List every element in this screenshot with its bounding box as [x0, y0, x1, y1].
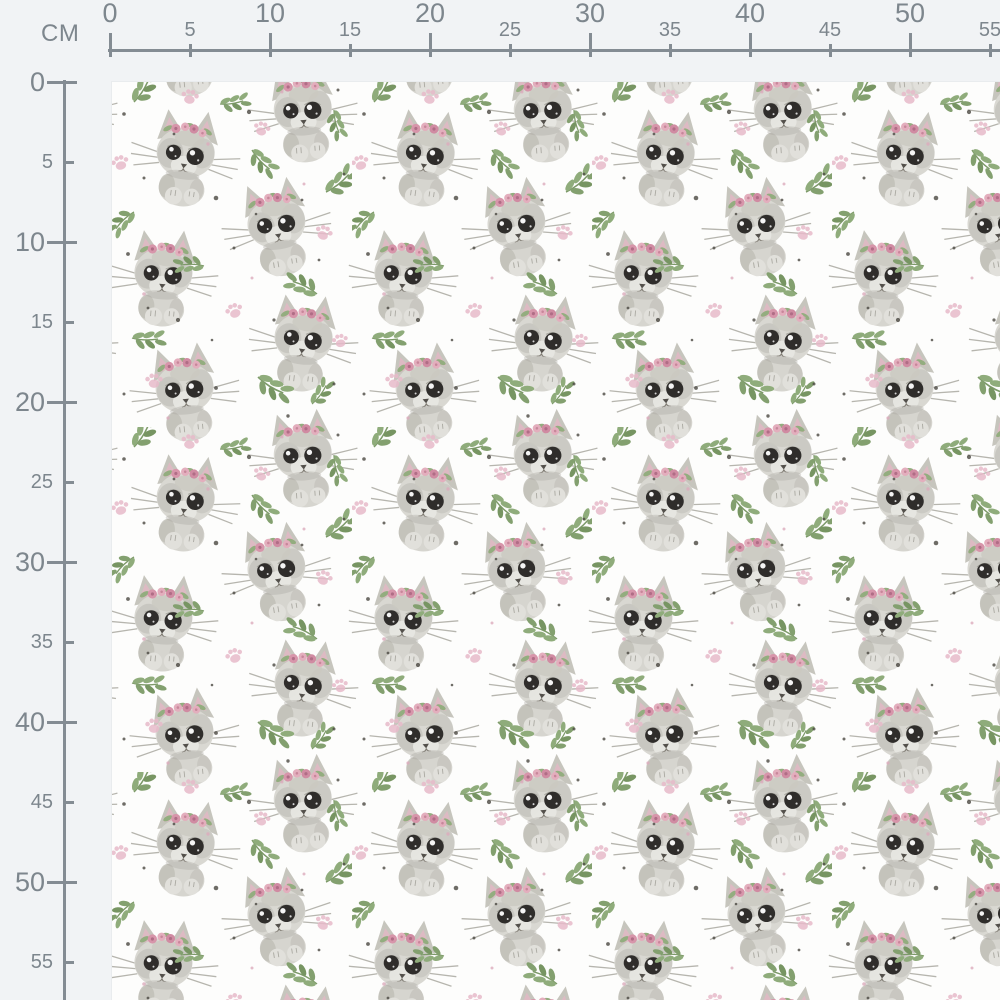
h-ruler-tick-15cm [349, 44, 352, 57]
h-ruler-tick-35cm [669, 44, 672, 57]
v-ruler-tick-45cm [64, 801, 74, 804]
v-ruler-label-10cm: 10 [14, 227, 45, 257]
v-ruler-tick-30cm [47, 561, 77, 564]
fabric-swatch[interactable] [112, 82, 1000, 1000]
v-ruler-label-55cm: 55 [30, 951, 53, 973]
vertical-ruler-line [63, 80, 66, 1000]
h-ruler-tick-0cm [109, 33, 112, 57]
v-ruler-label-0cm: 0 [29, 67, 45, 97]
v-ruler-tick-50cm [47, 881, 77, 884]
h-ruler-tick-40cm [749, 33, 752, 57]
v-ruler-tick-20cm [47, 401, 77, 404]
h-ruler-tick-30cm [589, 33, 592, 57]
h-ruler-tick-50cm [909, 33, 912, 57]
v-ruler-tick-55cm [64, 961, 74, 964]
h-ruler-label-50cm: 50 [894, 0, 926, 28]
h-ruler-label-20cm: 20 [414, 0, 446, 28]
h-ruler-label-15cm: 15 [338, 19, 362, 41]
h-ruler-label-5cm: 5 [184, 19, 196, 41]
h-ruler-label-10cm: 10 [254, 0, 286, 28]
ruler-unit-label: CM [41, 20, 80, 47]
h-ruler-tick-5cm [189, 44, 192, 57]
h-ruler-tick-55cm [989, 44, 992, 57]
h-ruler-label-25cm: 25 [498, 19, 522, 41]
horizontal-ruler-line [108, 49, 1000, 52]
h-ruler-tick-20cm [429, 33, 432, 57]
v-ruler-label-25cm: 25 [30, 471, 53, 493]
v-ruler-tick-5cm [64, 161, 74, 164]
h-ruler-label-0cm: 0 [102, 0, 118, 28]
v-ruler-tick-10cm [47, 241, 77, 244]
v-ruler-label-50cm: 50 [14, 867, 45, 897]
v-ruler-label-15cm: 15 [30, 311, 53, 333]
v-ruler-label-40cm: 40 [14, 707, 45, 737]
h-ruler-tick-45cm [829, 44, 832, 57]
v-ruler-label-45cm: 45 [30, 791, 53, 813]
h-ruler-label-40cm: 40 [734, 0, 766, 28]
v-ruler-tick-25cm [64, 481, 74, 484]
v-ruler-tick-40cm [47, 721, 77, 724]
v-ruler-tick-15cm [64, 321, 74, 324]
v-ruler-label-20cm: 20 [14, 387, 45, 417]
v-ruler-label-5cm: 5 [41, 151, 53, 173]
fabric-pattern-fill [112, 82, 1000, 1000]
v-ruler-label-35cm: 35 [30, 631, 53, 653]
h-ruler-label-30cm: 30 [574, 0, 606, 28]
v-ruler-tick-0cm [47, 81, 77, 84]
v-ruler-label-30cm: 30 [14, 547, 45, 577]
h-ruler-label-55cm: 55 [978, 19, 1000, 41]
h-ruler-tick-10cm [269, 33, 272, 57]
v-ruler-tick-35cm [64, 641, 74, 644]
kitten-pattern-image [112, 82, 1000, 1000]
h-ruler-label-35cm: 35 [658, 19, 682, 41]
h-ruler-tick-25cm [509, 44, 512, 57]
h-ruler-label-45cm: 45 [818, 19, 842, 41]
